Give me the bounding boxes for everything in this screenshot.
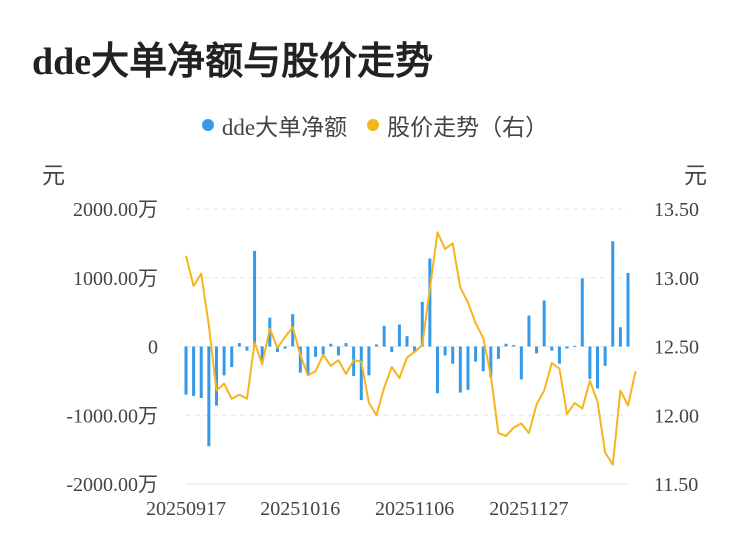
dde-bar: [382, 325, 386, 347]
dde-bar: [603, 346, 607, 366]
legend-dot-price-icon: [367, 119, 380, 131]
legend-item-price[interactable]: 股价走势（右）: [367, 108, 548, 142]
dde-bar: [542, 300, 546, 347]
left-axis-unit: 元: [42, 163, 65, 188]
dde-bar: [367, 346, 371, 376]
dde-bar: [405, 336, 409, 347]
right-axis-tick-label: 12.50: [654, 337, 699, 359]
dde-bar: [253, 250, 257, 347]
dde-bar: [375, 344, 379, 347]
legend-label-price: 股价走势（右）: [387, 115, 549, 140]
dde-bar: [420, 301, 424, 347]
dde-bar: [230, 346, 234, 368]
dde-bar: [504, 343, 508, 347]
dde-bar: [192, 346, 196, 396]
dde-bar: [245, 346, 249, 351]
dde-bar: [451, 346, 455, 364]
price-line: [185, 231, 637, 466]
dde-bar: [344, 343, 348, 347]
right-axis-unit: 元: [684, 163, 707, 188]
dde-bar: [489, 346, 493, 378]
dde-bar: [222, 346, 226, 376]
dde-bar: [321, 346, 325, 355]
left-axis-tick-label: 1000.00万: [73, 268, 158, 290]
dde-bar: [184, 346, 188, 395]
dde-bar: [413, 346, 417, 352]
dde-bar: [336, 346, 340, 356]
dde-bar: [458, 346, 462, 393]
left-axis-tick-label: -2000.00万: [66, 474, 158, 496]
dde-bar: [626, 272, 630, 347]
left-axis-tick-label: -1000.00万: [66, 405, 158, 427]
dde-bar: [527, 315, 531, 347]
dde-bar: [481, 346, 485, 372]
chart-title: dde大单净额与股价走势: [32, 41, 434, 83]
legend-item-dde[interactable]: dde大单净额: [201, 108, 348, 142]
dde-bar: [359, 346, 363, 401]
dde-bar: [435, 346, 439, 394]
dde-bar: [314, 346, 318, 357]
dde-bar: [428, 258, 432, 347]
dde-bar: [443, 346, 447, 356]
dde-bar: [283, 346, 287, 349]
legend-dot-dde-icon: [201, 119, 214, 131]
dde-bar: [519, 346, 523, 380]
x-axis-tick-label: 20251127: [489, 498, 568, 520]
left-axis-tick-label: 2000.00万: [73, 199, 158, 221]
dde-bar: [573, 345, 577, 347]
dde-bar: [588, 346, 592, 379]
dde-bar: [596, 346, 600, 389]
dde-bar: [474, 346, 478, 362]
dde-bar: [390, 346, 394, 352]
right-axis-tick-label: 13.50: [654, 199, 699, 221]
dde-bar: [611, 241, 615, 347]
dde-bar: [512, 345, 516, 347]
dde-bar: [535, 346, 539, 354]
right-axis-tick-label: 12.00: [654, 405, 699, 427]
dde-bar: [550, 346, 554, 351]
dde-bar: [466, 346, 470, 390]
dde-bar: [199, 346, 203, 399]
dde-bar: [275, 346, 279, 352]
dde-bar: [580, 278, 584, 347]
dde-bar: [557, 346, 561, 364]
dde-bar: [260, 346, 264, 361]
dde-bar: [237, 343, 241, 347]
dde-bar: [329, 343, 333, 347]
x-axis-tick-label: 20250917: [146, 498, 226, 520]
dde-bar: [207, 346, 211, 447]
dde-bar: [306, 346, 310, 376]
x-axis-tick-label: 20251016: [260, 498, 340, 520]
legend: dde大单净额 股价走势（右）: [0, 108, 750, 142]
dde-bar: [618, 327, 622, 347]
dde-bar: [565, 346, 569, 349]
right-axis-tick-label: 11.50: [654, 474, 698, 496]
dde-bar: [496, 346, 500, 359]
left-axis-tick-label: 0: [148, 337, 158, 359]
dde-bar: [214, 346, 218, 406]
legend-label-dde: dde大单净额: [221, 115, 348, 140]
dde-bar: [397, 324, 401, 347]
dde-bar: [298, 346, 302, 373]
x-axis-tick-label: 20251106: [375, 498, 454, 520]
right-axis-tick-label: 13.00: [654, 268, 699, 290]
